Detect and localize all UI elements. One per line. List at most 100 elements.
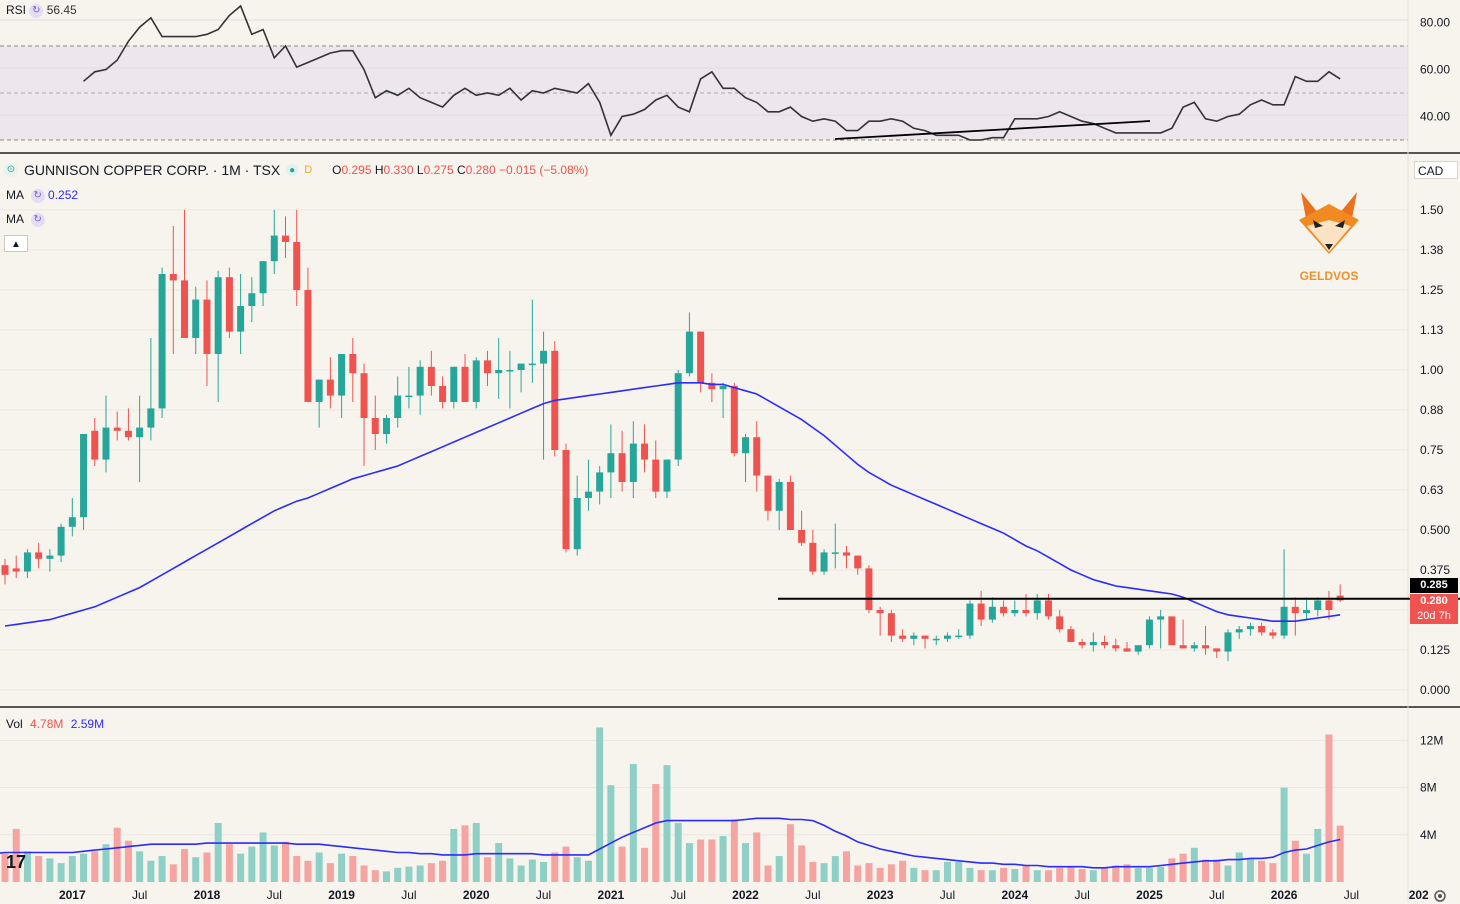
volume-bar — [697, 839, 705, 882]
open-value: 0.295 — [341, 163, 372, 177]
volume-bar — [1, 853, 9, 882]
volume-bar — [1325, 734, 1333, 882]
candle-body — [820, 552, 828, 572]
market-status-icon: ● — [286, 164, 299, 176]
volume-bar — [483, 857, 491, 882]
time-axis-label: Jul — [671, 888, 686, 902]
time-axis-label: Jul — [536, 888, 551, 902]
refresh-icon[interactable]: ↻ — [30, 188, 45, 203]
candle-body — [977, 603, 985, 620]
volume-bar — [461, 825, 469, 882]
candle-body — [169, 274, 177, 281]
open-label: O — [332, 163, 342, 177]
volume-bar — [371, 870, 379, 882]
candle-body — [910, 635, 918, 639]
volume-bar — [618, 846, 626, 882]
candle-body — [102, 427, 110, 460]
time-axis-label: 2026 — [1271, 888, 1298, 902]
volume-axis-label: 12M — [1420, 733, 1443, 747]
watermark-logo: GELDVOS — [1295, 190, 1363, 283]
volume-bar — [91, 851, 99, 882]
volume-bar — [46, 858, 54, 882]
candle-body — [23, 552, 31, 572]
candle-body — [618, 453, 626, 482]
ma1-label: MA — [6, 188, 24, 202]
rsi-trend-line[interactable] — [834, 120, 1151, 140]
volume-bar — [427, 863, 435, 882]
price-axis-label: 0.500 — [1420, 523, 1450, 537]
candle-body — [483, 360, 491, 374]
time-axis-label: Jul — [940, 888, 955, 902]
candle-body — [988, 606, 996, 620]
candle-body — [697, 331, 705, 383]
exchange-logo-icon: ⊙ — [4, 163, 18, 177]
candle-body — [1134, 645, 1142, 652]
price-axis-label: 0.375 — [1420, 563, 1450, 577]
candle-body — [809, 542, 817, 572]
candle-body — [270, 235, 278, 262]
low-label: L — [416, 163, 424, 177]
candle-body — [1325, 600, 1333, 610]
candle-body — [798, 530, 806, 543]
candle-body — [932, 638, 940, 641]
volume-bar — [225, 844, 233, 882]
candle-body — [584, 491, 592, 498]
volume-bar — [158, 856, 166, 882]
volume-bar — [1056, 867, 1064, 882]
volume-bar — [955, 861, 963, 882]
candle-body — [1157, 616, 1165, 620]
settings-icon[interactable] — [1432, 888, 1448, 904]
volume-bar — [394, 867, 402, 882]
volume-bar — [57, 863, 65, 882]
candle-body — [517, 363, 525, 370]
refresh-icon[interactable]: ↻ — [29, 3, 44, 18]
volume-bar — [237, 853, 245, 882]
time-axis-label: 202 — [1409, 888, 1429, 902]
volume-ma-line — [0, 817, 1341, 869]
svg-text:17: 17 — [6, 852, 26, 872]
candle-body — [528, 363, 536, 366]
rsi-legend: RSI ↻ 56.45 — [6, 3, 77, 18]
candle-body — [831, 552, 839, 554]
candle-body — [416, 366, 424, 396]
time-axis-label: 2017 — [59, 888, 86, 902]
candle-body — [495, 370, 503, 374]
volume-bar — [641, 847, 649, 882]
candle-body — [237, 306, 245, 332]
candle-body — [730, 386, 738, 454]
symbol-title[interactable]: GUNNISON COPPER CORP. · 1M · TSX — [24, 162, 281, 178]
candle-body — [304, 290, 312, 402]
volume-bar — [1168, 858, 1176, 882]
candle-body — [966, 603, 974, 636]
candle-body — [641, 443, 649, 460]
volume-bar — [943, 861, 951, 882]
candle-body — [854, 555, 862, 569]
volume-ma-value: 2.59M — [70, 717, 105, 731]
volume-bar — [596, 727, 604, 882]
candle-body — [685, 331, 693, 374]
candle-body — [124, 430, 132, 438]
candle-body — [674, 373, 682, 460]
volume-bar — [68, 856, 76, 882]
candle-body — [1123, 648, 1131, 652]
volume-bar — [382, 871, 390, 882]
low-value: 0.275 — [423, 163, 454, 177]
candle-body — [708, 382, 716, 390]
currency-select[interactable]: CAD — [1414, 161, 1458, 179]
candle-body — [46, 555, 54, 559]
volume-bar — [899, 860, 907, 882]
candle-body — [360, 373, 368, 418]
candle-body — [1202, 645, 1210, 649]
ohlc-readout: O0.295 H0.330 L0.275 C0.280 −0.015 (−5.0… — [332, 163, 588, 177]
rsi-axis-label: 40.00 — [1420, 110, 1450, 124]
volume-label: Vol — [6, 717, 23, 731]
candle-body — [652, 459, 660, 492]
volume-bar — [652, 784, 660, 882]
volume-bar — [338, 853, 346, 882]
refresh-icon[interactable]: ↻ — [30, 212, 45, 227]
volume-legend: Vol 4.78M 2.59M — [6, 717, 104, 731]
volume-bar — [663, 765, 671, 882]
collapse-legend-button[interactable]: ▲ — [4, 235, 28, 252]
price-axis-label: 1.25 — [1420, 283, 1444, 297]
